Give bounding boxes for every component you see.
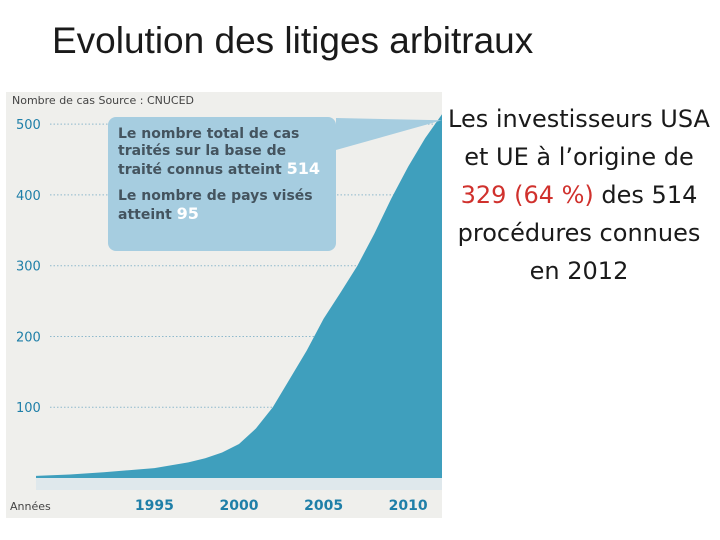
side-text-highlight-count: 329: [460, 181, 507, 209]
side-text-part1: Les investisseurs USA et UE à l’origine …: [448, 105, 710, 171]
side-text-highlight-percent: (64 %): [514, 181, 594, 209]
side-commentary: Les investisseurs USA et UE à l’origine …: [444, 100, 714, 290]
callout-countries: Le nombre de pays visés atteint 95: [118, 188, 326, 224]
chart-callout: Le nombre total de cas traités sur la ba…: [108, 117, 336, 251]
y-tick-label-500: 500: [16, 118, 41, 133]
label-layer: 100 200 300 400 500 1995 2000 2005 2010 Années Nom…: [10, 94, 428, 514]
callout-pointer: [336, 118, 442, 150]
y-tick-label-400: 400: [16, 189, 41, 204]
side-text-part2: des 514 procédures connues en 2012: [457, 181, 701, 285]
x-tick-label-2010: 2010: [389, 498, 428, 514]
callout-cases-value: 514: [286, 159, 320, 178]
slide-title: Evolution des litiges arbitraux: [52, 20, 534, 61]
x-tick-label-2000: 2000: [220, 498, 259, 514]
y-tick-label-200: 200: [16, 330, 41, 345]
area-layer: [36, 114, 442, 490]
y-tick-label-100: 100: [16, 401, 41, 416]
x-tick-label-2005: 2005: [304, 498, 343, 514]
x-tick-label-1995: 1995: [135, 498, 174, 514]
y-tick-label-300: 300: [16, 260, 41, 275]
callout-cases: Le nombre total de cas traités sur la ba…: [118, 126, 326, 179]
callout-countries-value: 95: [176, 204, 199, 223]
y-axis-label: Nombre de cas Source : CNUCED: [12, 94, 194, 107]
x-axis-band: [36, 478, 442, 490]
callout-countries-text: Le nombre de pays visés atteint: [118, 188, 313, 223]
series-area: [36, 114, 442, 478]
x-axis-label: Années: [10, 500, 51, 513]
callout-cases-text: Le nombre total de cas traités sur la ba…: [118, 126, 300, 178]
